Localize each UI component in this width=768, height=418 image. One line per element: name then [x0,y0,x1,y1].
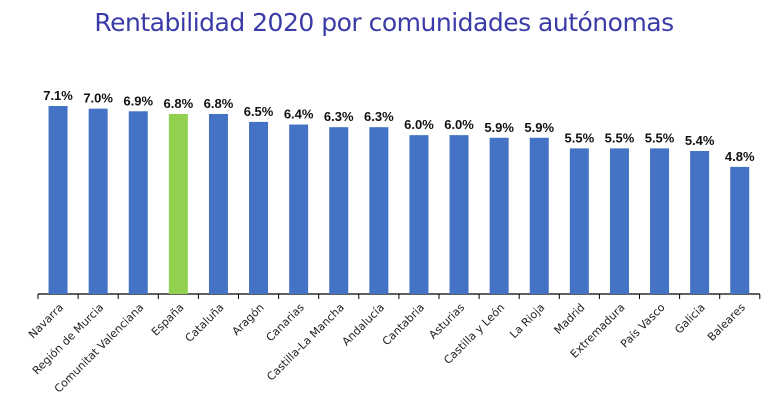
category-label: Cataluña [183,301,227,345]
bar-item [88,108,108,294]
data-label: 6.8% [164,96,194,111]
bar-item [650,148,670,294]
data-label: 6.3% [364,109,394,124]
category-label: Navarra [26,301,66,341]
bar-item [409,135,429,294]
bar-item [690,151,710,294]
bar-highlight [168,113,188,294]
category-label: Región de Murcia [30,301,106,377]
data-label: 7.1% [43,88,73,103]
bar-item [329,127,349,294]
category-label: Asturias [426,301,467,342]
data-label: 5.9% [484,120,514,135]
data-label: 5.4% [685,133,715,148]
bar-item [249,121,269,294]
bar-item [529,137,549,294]
bar-item [609,148,629,294]
chart-title: Rentabilidad 2020 por comunidades autóno… [94,8,674,37]
data-label: 5.5% [565,130,595,145]
category-label: La Rioja [507,301,547,341]
category-label: Castilla-La Mancha [264,301,347,384]
data-label: 4.8% [725,149,755,164]
bar-item [730,166,750,294]
category-label: España [149,301,187,339]
bar-item [569,148,589,294]
bar-item [48,106,68,294]
bar-item [489,137,509,294]
bar-item [369,127,389,294]
bar-item [289,124,309,294]
category-label: Galicia [672,301,708,337]
data-label: 5.9% [524,120,554,135]
data-label: 6.4% [284,107,314,122]
data-label: 7.0% [83,91,113,106]
data-label: 6.8% [204,96,234,111]
category-label: Madrid [552,301,588,337]
data-label: 5.5% [645,130,675,145]
category-label: Andalucía [340,301,387,348]
bar-item [208,113,228,294]
category-label: Aragón [230,301,267,338]
data-label: 6.3% [324,109,354,124]
data-label: 6.9% [123,93,153,108]
data-label: 6.0% [404,117,434,132]
data-label: 5.5% [605,130,635,145]
data-label: 6.5% [244,104,274,119]
category-label: Cantabria [380,301,427,348]
bar-item [449,135,469,294]
data-label: 6.0% [444,117,474,132]
bar-item [128,111,148,294]
category-label: Baleares [705,301,748,344]
